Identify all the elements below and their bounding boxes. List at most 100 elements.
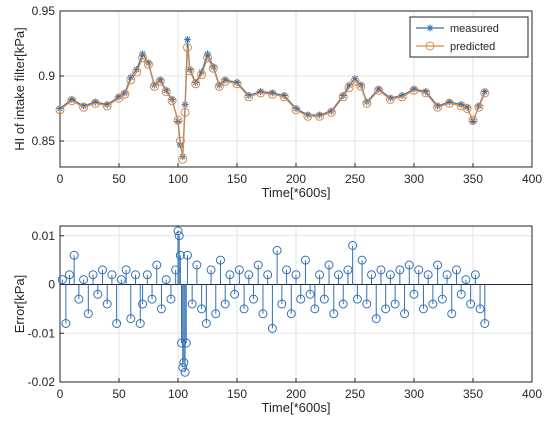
data-point-measured xyxy=(115,93,123,101)
x-tick-label: 250 xyxy=(345,172,365,186)
error-point xyxy=(215,255,225,265)
x-tick-label: 350 xyxy=(463,172,483,186)
x-axis-label: Time[*600s] xyxy=(262,400,331,415)
error-point xyxy=(69,250,79,260)
data-point-predicted xyxy=(291,105,301,115)
x-tick-label: 200 xyxy=(286,387,306,401)
data-point-predicted xyxy=(421,88,431,98)
data-point-predicted xyxy=(344,83,354,93)
error-point xyxy=(333,270,343,280)
error-point xyxy=(329,309,339,319)
data-point-predicted xyxy=(256,88,266,98)
data-point-measured xyxy=(327,107,335,115)
error-point xyxy=(282,265,292,275)
data-point-predicted xyxy=(173,115,183,125)
data-point-predicted xyxy=(149,81,159,91)
data-point-predicted xyxy=(480,88,490,98)
data-point-predicted xyxy=(79,102,89,112)
error-point xyxy=(211,309,221,319)
error-point xyxy=(451,265,461,275)
data-point-predicted xyxy=(456,101,466,111)
bottom-chart: 0 50 100 150 200 250 300 350 400 -0.02 -0.01 0 0.01 T… xyxy=(12,225,542,415)
x-tick-label: 50 xyxy=(112,387,126,401)
error-point xyxy=(93,289,103,299)
data-point-predicted xyxy=(232,79,242,89)
data-point-measured xyxy=(445,98,453,106)
error-point xyxy=(239,304,249,314)
axes-frame xyxy=(59,10,533,168)
y-tick-label: 0.85 xyxy=(32,134,56,148)
error-point xyxy=(376,265,386,275)
x-axis-label: Time[*600s] xyxy=(262,185,331,200)
data-point-predicted xyxy=(326,107,336,117)
error-point xyxy=(192,260,202,270)
error-point xyxy=(258,309,268,319)
data-point-predicted xyxy=(167,96,177,106)
y-tick-label: -0.01 xyxy=(28,326,56,340)
data-point-measured xyxy=(457,101,465,109)
error-point xyxy=(180,367,190,377)
data-point-measured xyxy=(91,98,99,106)
error-point xyxy=(480,319,490,328)
y-tick-label: 0.95 xyxy=(32,4,56,18)
data-point-measured xyxy=(183,36,191,44)
error-point xyxy=(272,245,282,255)
data-point-predicted xyxy=(315,111,325,121)
data-point-predicted xyxy=(362,98,372,108)
error-point xyxy=(220,299,230,309)
error-point xyxy=(348,241,358,250)
data-point-predicted xyxy=(180,107,190,117)
error-point xyxy=(156,304,166,314)
error-point xyxy=(173,226,183,236)
x-tick-label: 300 xyxy=(404,387,424,401)
data-point-predicted xyxy=(178,154,188,164)
error-point xyxy=(466,299,476,309)
error-point xyxy=(166,294,176,304)
error-point xyxy=(404,260,414,270)
data-point-predicted xyxy=(161,87,171,97)
error-point xyxy=(343,265,353,275)
data-point-measured xyxy=(386,94,394,102)
data-point-measured xyxy=(434,102,442,110)
error-point xyxy=(470,270,480,280)
data-point-measured xyxy=(162,86,170,94)
error-point xyxy=(253,260,263,270)
error-point xyxy=(178,362,188,372)
data-point-predicted xyxy=(203,53,212,63)
error-point xyxy=(230,289,240,299)
error-point xyxy=(79,275,89,285)
error-point xyxy=(475,304,485,314)
data-point-measured xyxy=(375,85,383,93)
error-point xyxy=(234,265,244,275)
data-point-predicted xyxy=(144,59,153,69)
error-point xyxy=(418,304,428,314)
data-point-predicted xyxy=(385,94,395,104)
error-point xyxy=(83,309,93,319)
error-point xyxy=(138,299,148,309)
data-point-predicted xyxy=(214,81,224,91)
y-axis-label: Error[kPa] xyxy=(12,275,27,334)
data-point-predicted xyxy=(220,76,230,86)
error-point xyxy=(225,270,235,280)
error-point xyxy=(187,299,197,309)
y-tick-label: 0.01 xyxy=(32,229,56,243)
error-point xyxy=(97,265,107,275)
error-point xyxy=(395,265,405,275)
legend-label-predicted: predicted xyxy=(450,41,495,53)
error-point xyxy=(362,299,372,309)
x-tick-label: 0 xyxy=(57,172,64,186)
error-point xyxy=(447,309,457,319)
data-point-predicted xyxy=(397,92,407,102)
error-point xyxy=(367,270,377,280)
data-point-measured xyxy=(68,95,76,103)
error-point xyxy=(181,338,191,348)
error-point xyxy=(315,270,325,280)
x-tick-label: 400 xyxy=(522,387,542,401)
error-point xyxy=(197,304,207,314)
error-point xyxy=(116,275,126,285)
error-point xyxy=(409,289,419,299)
data-point-predicted xyxy=(267,89,277,99)
x-tick-label: 150 xyxy=(227,172,247,186)
data-point-predicted xyxy=(191,79,201,89)
